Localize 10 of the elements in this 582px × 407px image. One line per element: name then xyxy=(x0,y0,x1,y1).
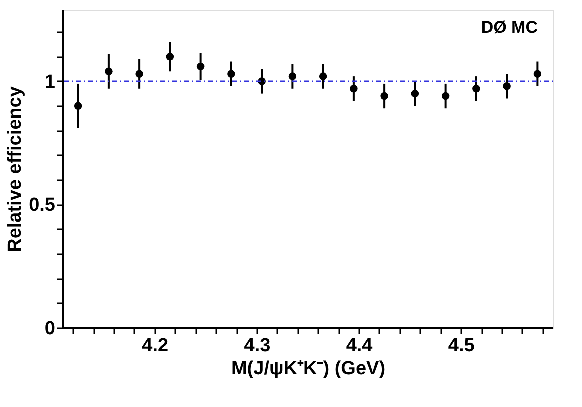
x-tick-label: 4.2 xyxy=(142,336,169,356)
x-tick-label: 4.5 xyxy=(448,336,476,356)
x-tick-label: 4.3 xyxy=(244,336,271,356)
x-tick-label: 4.4 xyxy=(346,336,374,356)
y-tick-label: 1 xyxy=(44,72,56,93)
x-axis-title: M(J/ψK⁺K⁻) (GeV) xyxy=(231,358,386,380)
y-axis-title: Relative efficiency xyxy=(5,86,26,252)
y-tick-label: 0 xyxy=(44,318,56,340)
y-tick-label: 0.5 xyxy=(29,195,56,216)
annotation: DØ MC xyxy=(481,18,538,37)
